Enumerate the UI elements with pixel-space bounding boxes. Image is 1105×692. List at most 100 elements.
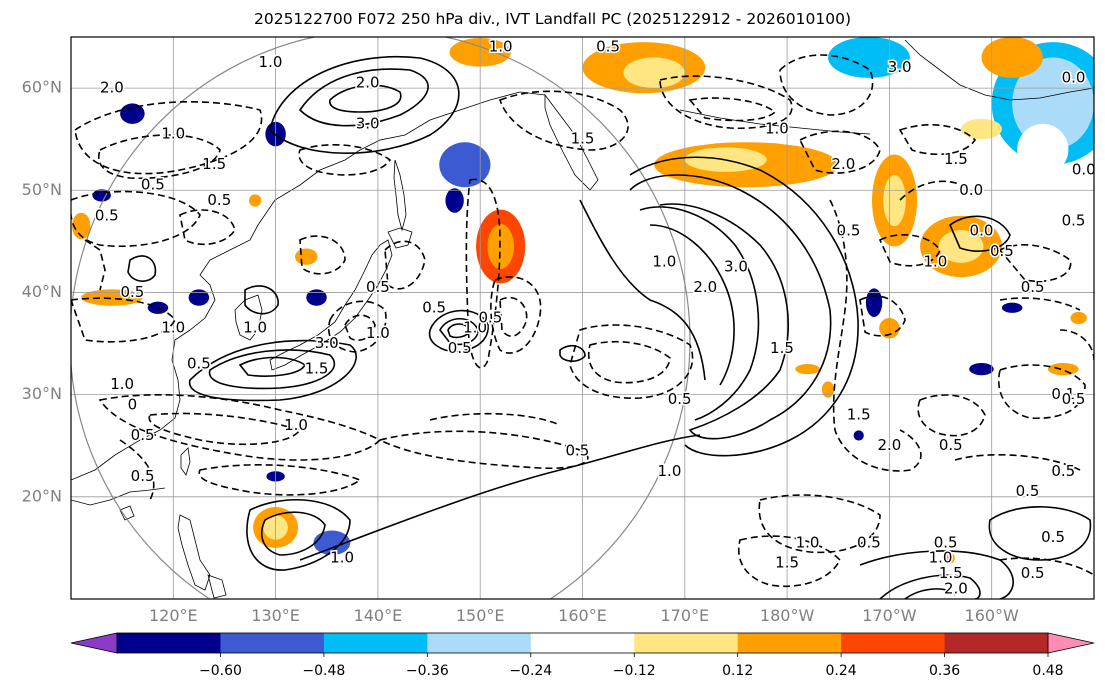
colorbar-tick-label: −0.36 <box>406 663 449 679</box>
contour-label: 1.0 <box>463 319 487 337</box>
contour-label: 0.0 <box>959 181 983 199</box>
coastline-sakhalin <box>393 159 407 232</box>
colorbar-tick-label: 0.12 <box>722 663 753 679</box>
contour-label: 0.5 <box>857 533 881 551</box>
shading-patch <box>853 430 864 441</box>
contour-label: 0.5 <box>596 38 620 56</box>
colorbar-segment <box>944 633 1049 653</box>
colorbar: −0.60 −0.48 −0.36 −0.24 −0.12 0.12 0.24 0.36 0.4… <box>70 632 1095 679</box>
coastline-taiwan <box>180 447 191 476</box>
coastline-okhotsk <box>359 91 546 151</box>
colorbar-segment <box>530 633 635 653</box>
shading-patch <box>445 188 464 213</box>
map-title: 2025122700 F072 250 hPa div., IVT Landfa… <box>253 10 851 28</box>
contour-label: 0.5 <box>939 436 963 454</box>
contour-label: 0.1 <box>1051 385 1075 403</box>
contour-label: 0.5 <box>141 176 165 194</box>
contour-label: 1.5 <box>939 564 963 582</box>
longitude-labels: 120°E 130°E 140°E 150°E 160°E 170°E 180°W 170°W… <box>149 606 1019 625</box>
colorbar-tick-label: −0.48 <box>302 663 345 679</box>
shading-patch <box>249 194 262 207</box>
contour-label: 2.0 <box>877 436 901 454</box>
contour-label: 1.0 <box>796 533 820 551</box>
contour-label: 1.5 <box>944 150 968 168</box>
shading-patch <box>883 174 906 227</box>
colorbar-tick-label: 0.48 <box>1032 663 1063 679</box>
shading-patch <box>439 142 491 188</box>
contour-label: 0 <box>128 395 138 413</box>
shading-patch <box>969 362 994 376</box>
contour-labels: 1.02.03.02.01.01.50.50.50.50.51.0 1.00.53… <box>93 37 1094 599</box>
contour-label: 2.0 <box>944 579 968 597</box>
contour-label: 0.5 <box>1062 390 1086 408</box>
colorbar-tick-label: 0.36 <box>929 663 960 679</box>
coastline-korea <box>234 294 263 341</box>
contour-label: 0.5 <box>934 533 958 551</box>
contour-label: 1.5 <box>770 339 794 357</box>
contour-label: 0.5 <box>565 441 589 459</box>
contour-label: 1.0 <box>366 324 390 342</box>
contour-label: 0.5 <box>479 309 503 327</box>
colorbar-tick-label: 0.24 <box>826 663 857 679</box>
latitude-tick-label: 20°N <box>22 486 62 505</box>
coastline-asia <box>71 149 361 481</box>
longitude-tick-label: 180°W <box>760 606 815 625</box>
contour-label: 0.5 <box>668 390 692 408</box>
contour-label: 0.0 <box>970 222 994 240</box>
contour-label: 0.5 <box>95 206 119 224</box>
ivt-contours <box>71 54 1094 599</box>
contour-label: 1.5 <box>305 360 329 378</box>
contour-label: 3.0 <box>356 114 380 132</box>
contour-label: 1.0 <box>489 38 513 56</box>
contour-label: 2.0 <box>356 73 380 91</box>
contour-label: 3.0 <box>888 58 912 76</box>
shading-patch <box>188 289 210 306</box>
colorbar-segment <box>323 633 428 653</box>
contour-label: 0.5 <box>1051 462 1075 480</box>
shading-patch <box>306 289 327 306</box>
shading-patch <box>81 289 143 306</box>
latitude-tick-label: 60°N <box>22 78 62 97</box>
latitude-tick-label: 30°N <box>22 384 62 403</box>
longitude-tick-label: 160°E <box>558 606 607 625</box>
colorbar-segment <box>220 633 325 653</box>
shading-patch <box>1001 302 1023 313</box>
contour-label: 0.5 <box>1041 528 1065 546</box>
negative-contours <box>71 54 1094 588</box>
contour-label: 1.0 <box>658 462 682 480</box>
positive-contours <box>127 55 1092 599</box>
contour-label: 1.5 <box>775 554 799 572</box>
coastlines <box>71 39 1094 599</box>
contour-label: 0.5 <box>120 283 144 301</box>
contour-label: 2.0 <box>100 79 124 97</box>
colorbar-extend-low <box>70 632 118 654</box>
contour-label: 1.0 <box>765 119 789 137</box>
coastline-hainan <box>119 505 135 521</box>
shading-patch <box>1047 362 1079 376</box>
contour-label: 0.5 <box>187 354 211 372</box>
coastline-alaska <box>904 39 1094 101</box>
divergence-shading <box>72 37 1094 564</box>
contour-label: 1.0 <box>652 252 676 270</box>
contour-label: 1.0 <box>161 319 185 337</box>
coastline-luzon-south <box>207 574 227 599</box>
colorbar-segment <box>427 633 532 653</box>
contour-label: 0.5 <box>131 467 155 485</box>
contour-label: 1.0 <box>110 375 134 393</box>
contour-label: 0.5 <box>131 426 155 444</box>
lat-lon-grid <box>71 37 1094 599</box>
contour-label: 2.0 <box>693 278 717 296</box>
colorbar-segment <box>117 633 221 653</box>
colorbar-segment <box>737 633 842 653</box>
shading-patch <box>72 212 91 240</box>
shading-patch <box>938 230 984 263</box>
contour-label: 0.5 <box>990 242 1014 260</box>
colorbar-extend-high <box>1047 632 1095 654</box>
contour-label: 1.0 <box>259 53 283 71</box>
contour-label: 0.5 <box>1016 482 1040 500</box>
coastline-china-south <box>71 487 166 506</box>
longitude-tick-label: 170°E <box>660 606 709 625</box>
contour-label: 0.5 <box>422 298 446 316</box>
colorbar-tick-label: −0.60 <box>199 663 242 679</box>
contour-label: 0.5 <box>1021 564 1045 582</box>
